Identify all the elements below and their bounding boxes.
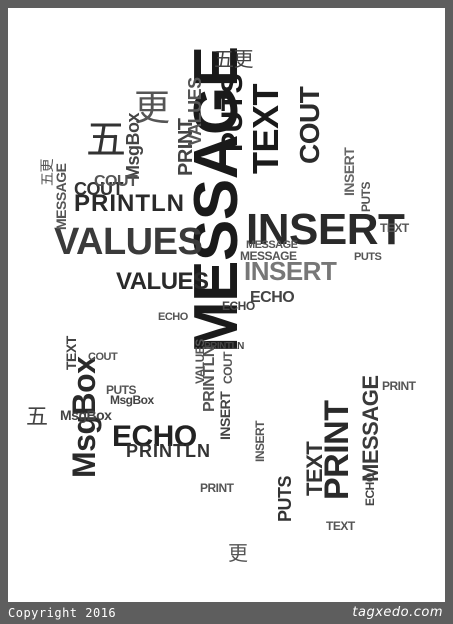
cloud-word: INSERT: [246, 205, 405, 254]
cloud-word: COUT: [294, 86, 325, 164]
cloud-word: ECHO: [222, 299, 255, 313]
cloud-word: MESSAGE: [246, 239, 298, 251]
cloud-word: TEXT: [245, 83, 286, 174]
cloud-word: MsgBox: [60, 407, 112, 423]
cloud-word: TEXT: [63, 336, 79, 370]
cloud-word: 五: [26, 404, 48, 429]
cloud-word: PRINT: [382, 379, 416, 393]
cloud-word: PRINTLN: [126, 441, 211, 461]
word-cloud-canvas: MESSAGE INSERT VALUES PRINTLN TEXT COUT …: [8, 8, 445, 602]
cloud-word: PRINT: [200, 481, 234, 495]
cloud-word: PUTS: [106, 383, 137, 397]
cloud-word: PUTS: [216, 73, 249, 152]
cloud-word: PUTS: [354, 251, 382, 263]
cloud-word: VALUES: [116, 268, 209, 295]
cloud-word: PRINTLN: [204, 341, 244, 352]
cloud-word: TEXT: [302, 441, 327, 496]
copyright-label: Copyright 2016: [8, 606, 117, 620]
cloud-word: INSERT: [217, 391, 233, 440]
cloud-word: MsgBox: [110, 393, 154, 407]
cloud-word: COUT: [94, 173, 138, 190]
cloud-word: MESSAGE: [358, 375, 383, 482]
cloud-word: VALUES: [185, 77, 205, 146]
cloud-word: ECHO: [363, 473, 377, 506]
cloud-word: 五更: [214, 49, 254, 71]
brand-label: tagxedo.com: [352, 605, 443, 620]
cloud-word: 五更: [39, 159, 55, 186]
cloud-word: INSERT: [253, 420, 267, 462]
cloud-word: MESSAGE: [53, 163, 69, 230]
cloud-word: 更: [228, 543, 248, 565]
cloud-word: TEXT: [380, 221, 409, 235]
cloud-word: PRINTLN: [74, 190, 185, 217]
cloud-word: COUT: [221, 352, 235, 384]
footer-bar: Copyright 2016 tagxedo.com: [0, 602, 453, 624]
cloud-word: ECHO: [158, 311, 188, 323]
cloud-word: INSERT: [244, 256, 337, 286]
cloud-word: COUT: [88, 351, 118, 363]
cloud-word: PUTS: [275, 475, 295, 522]
cloud-word: ECHO: [250, 289, 295, 306]
cloud-word: MESSAGE: [240, 249, 297, 263]
cloud-word: PUTS: [359, 181, 373, 212]
cloud-word: ECHO: [112, 420, 197, 453]
cloud-word: TEXT: [326, 519, 355, 533]
cloud-word: COUT: [74, 179, 124, 199]
cloud-word: 更: [134, 87, 170, 128]
cloud-word: 五: [86, 118, 126, 162]
cloud-word: VALUES: [54, 221, 203, 263]
cloud-word: INSERT: [341, 147, 357, 196]
cloud-word: MsgBox: [123, 112, 143, 180]
cloud-word: VALUES: [193, 339, 207, 384]
